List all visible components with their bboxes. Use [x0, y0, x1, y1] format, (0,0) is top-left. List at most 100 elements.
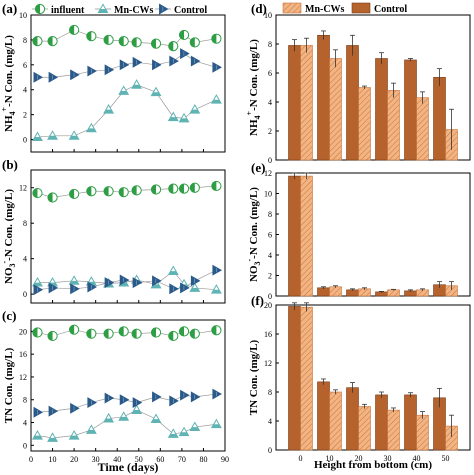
y-tick-label: 6 [23, 61, 27, 70]
control-marker-fill [34, 285, 38, 295]
y-tick-label: 20 [19, 327, 27, 336]
control-marker-fill [173, 398, 178, 404]
control-marker-fill [216, 64, 221, 70]
y-tick-label: 10 [264, 11, 272, 20]
y-tick-label: 6 [268, 231, 272, 240]
bar-control [375, 58, 388, 161]
y-axis-label: NO3--N Con. (mg/L) [245, 187, 262, 282]
bar-control [346, 387, 359, 451]
mn-cws-marker-fill [132, 84, 142, 89]
control-marker-fill [123, 277, 129, 283]
y-tick-label: 0 [268, 446, 272, 455]
mn-cws-marker-fill [32, 137, 43, 141]
y-tick-label: 6 [268, 69, 272, 78]
mn-cws-marker-fill [211, 289, 221, 294]
y-axis-label: NO3--N Con. (mg/L) [0, 189, 17, 284]
x-tick-label: 30 [92, 455, 100, 464]
mn-cws-marker-fill [69, 280, 79, 285]
plot-frame [30, 169, 226, 304]
control-marker-fill [212, 265, 217, 275]
y-tick-label: 8 [268, 40, 272, 49]
control-marker-fill [52, 74, 58, 80]
y-tick-label: 8 [23, 219, 27, 228]
influent-marker-fill [69, 189, 75, 199]
control-marker-fill [123, 397, 129, 403]
influent-marker-fill [47, 192, 53, 203]
bar-mn-cws [300, 306, 313, 451]
control-marker-fill [152, 60, 156, 70]
legend-label: Control [174, 5, 207, 16]
control-marker-fill [136, 400, 142, 405]
control-marker-fill [173, 286, 178, 292]
control-marker-fill [191, 392, 195, 402]
mn-cws-marker-fill [47, 135, 58, 140]
y-tick-label: 20 [264, 301, 272, 310]
y-tick-label: 0 [268, 292, 272, 301]
control-marker-fill [156, 278, 161, 284]
bar-control [288, 175, 301, 297]
control-marker-fill [169, 56, 174, 66]
x-tick-label: 0 [299, 454, 303, 463]
bar-control [404, 394, 417, 451]
bar-control [375, 291, 388, 297]
control-marker-fill [87, 282, 92, 292]
control-marker-fill [123, 62, 129, 68]
influent-marker-fill [119, 326, 124, 336]
x-tick-label: 60 [156, 455, 164, 464]
control-marker-fill [91, 400, 96, 405]
control-marker-fill [152, 276, 156, 286]
control-marker-fill [152, 392, 156, 402]
mn-cws-marker-fill [211, 424, 221, 428]
influent-marker-fill [69, 25, 75, 35]
y-tick-label: 4 [23, 419, 27, 428]
influent-marker-fill [47, 331, 53, 341]
bar-control [346, 45, 359, 161]
control-marker-fill [180, 49, 184, 59]
mn-cws-marker-fill [47, 437, 58, 442]
control-marker-fill [120, 275, 124, 285]
control-marker-fill [156, 62, 161, 68]
bar-control [288, 45, 301, 161]
bar-mn-cws [329, 286, 342, 297]
control-marker-fill [49, 406, 53, 416]
influent-marker-fill [190, 329, 195, 339]
panel-label: (c) [2, 308, 16, 323]
legend-label: Control [374, 4, 407, 15]
control-marker-fill [37, 74, 43, 80]
y-tick-label: 2 [268, 272, 272, 281]
y-tick-label: 12 [19, 184, 27, 193]
x-tick-label: 30 [384, 454, 392, 463]
influent-marker-fill [190, 37, 195, 47]
influent-marker-fill [211, 181, 217, 191]
mn-cws-marker-fill [132, 409, 142, 414]
plot-frame [275, 304, 471, 451]
x-tick-label: 10 [326, 454, 334, 463]
plot-frame [275, 14, 471, 161]
y-tick-label: 2 [268, 127, 272, 136]
control-marker-fill [169, 396, 174, 406]
x-tick-label: 50 [135, 455, 143, 464]
y-tick-label: 12 [264, 359, 272, 368]
y-axis-label: TN Con. (mg/L) [248, 339, 260, 415]
bar-mn-cws [416, 97, 429, 161]
control-marker-fill [180, 390, 184, 400]
mn-cws-marker-fill [168, 433, 178, 438]
series-line-control [37, 393, 217, 413]
influent-marker-fill [151, 39, 157, 49]
y-axis-label: NH4+-N Con. (mg/L) [245, 39, 262, 136]
control-marker-fill [37, 287, 43, 293]
influent-marker-fill [103, 186, 109, 196]
bar-control [375, 394, 388, 451]
y-tick-label: 10 [264, 190, 272, 199]
x-axis-label: Height from bottom (cm) [314, 459, 432, 471]
mn-cws-marker-fill [168, 117, 178, 121]
mn-cws-marker-fill [119, 416, 129, 421]
legend-label: influent [51, 5, 85, 16]
mn-cws-marker-fill [151, 419, 161, 423]
influent-marker-fill [119, 36, 124, 46]
panel-label: (b) [2, 157, 18, 172]
mn-cws-marker-fill [119, 90, 129, 95]
control-marker-fill [191, 276, 195, 286]
influent-marker-fill [168, 184, 174, 194]
x-tick-label: 90 [221, 455, 229, 464]
